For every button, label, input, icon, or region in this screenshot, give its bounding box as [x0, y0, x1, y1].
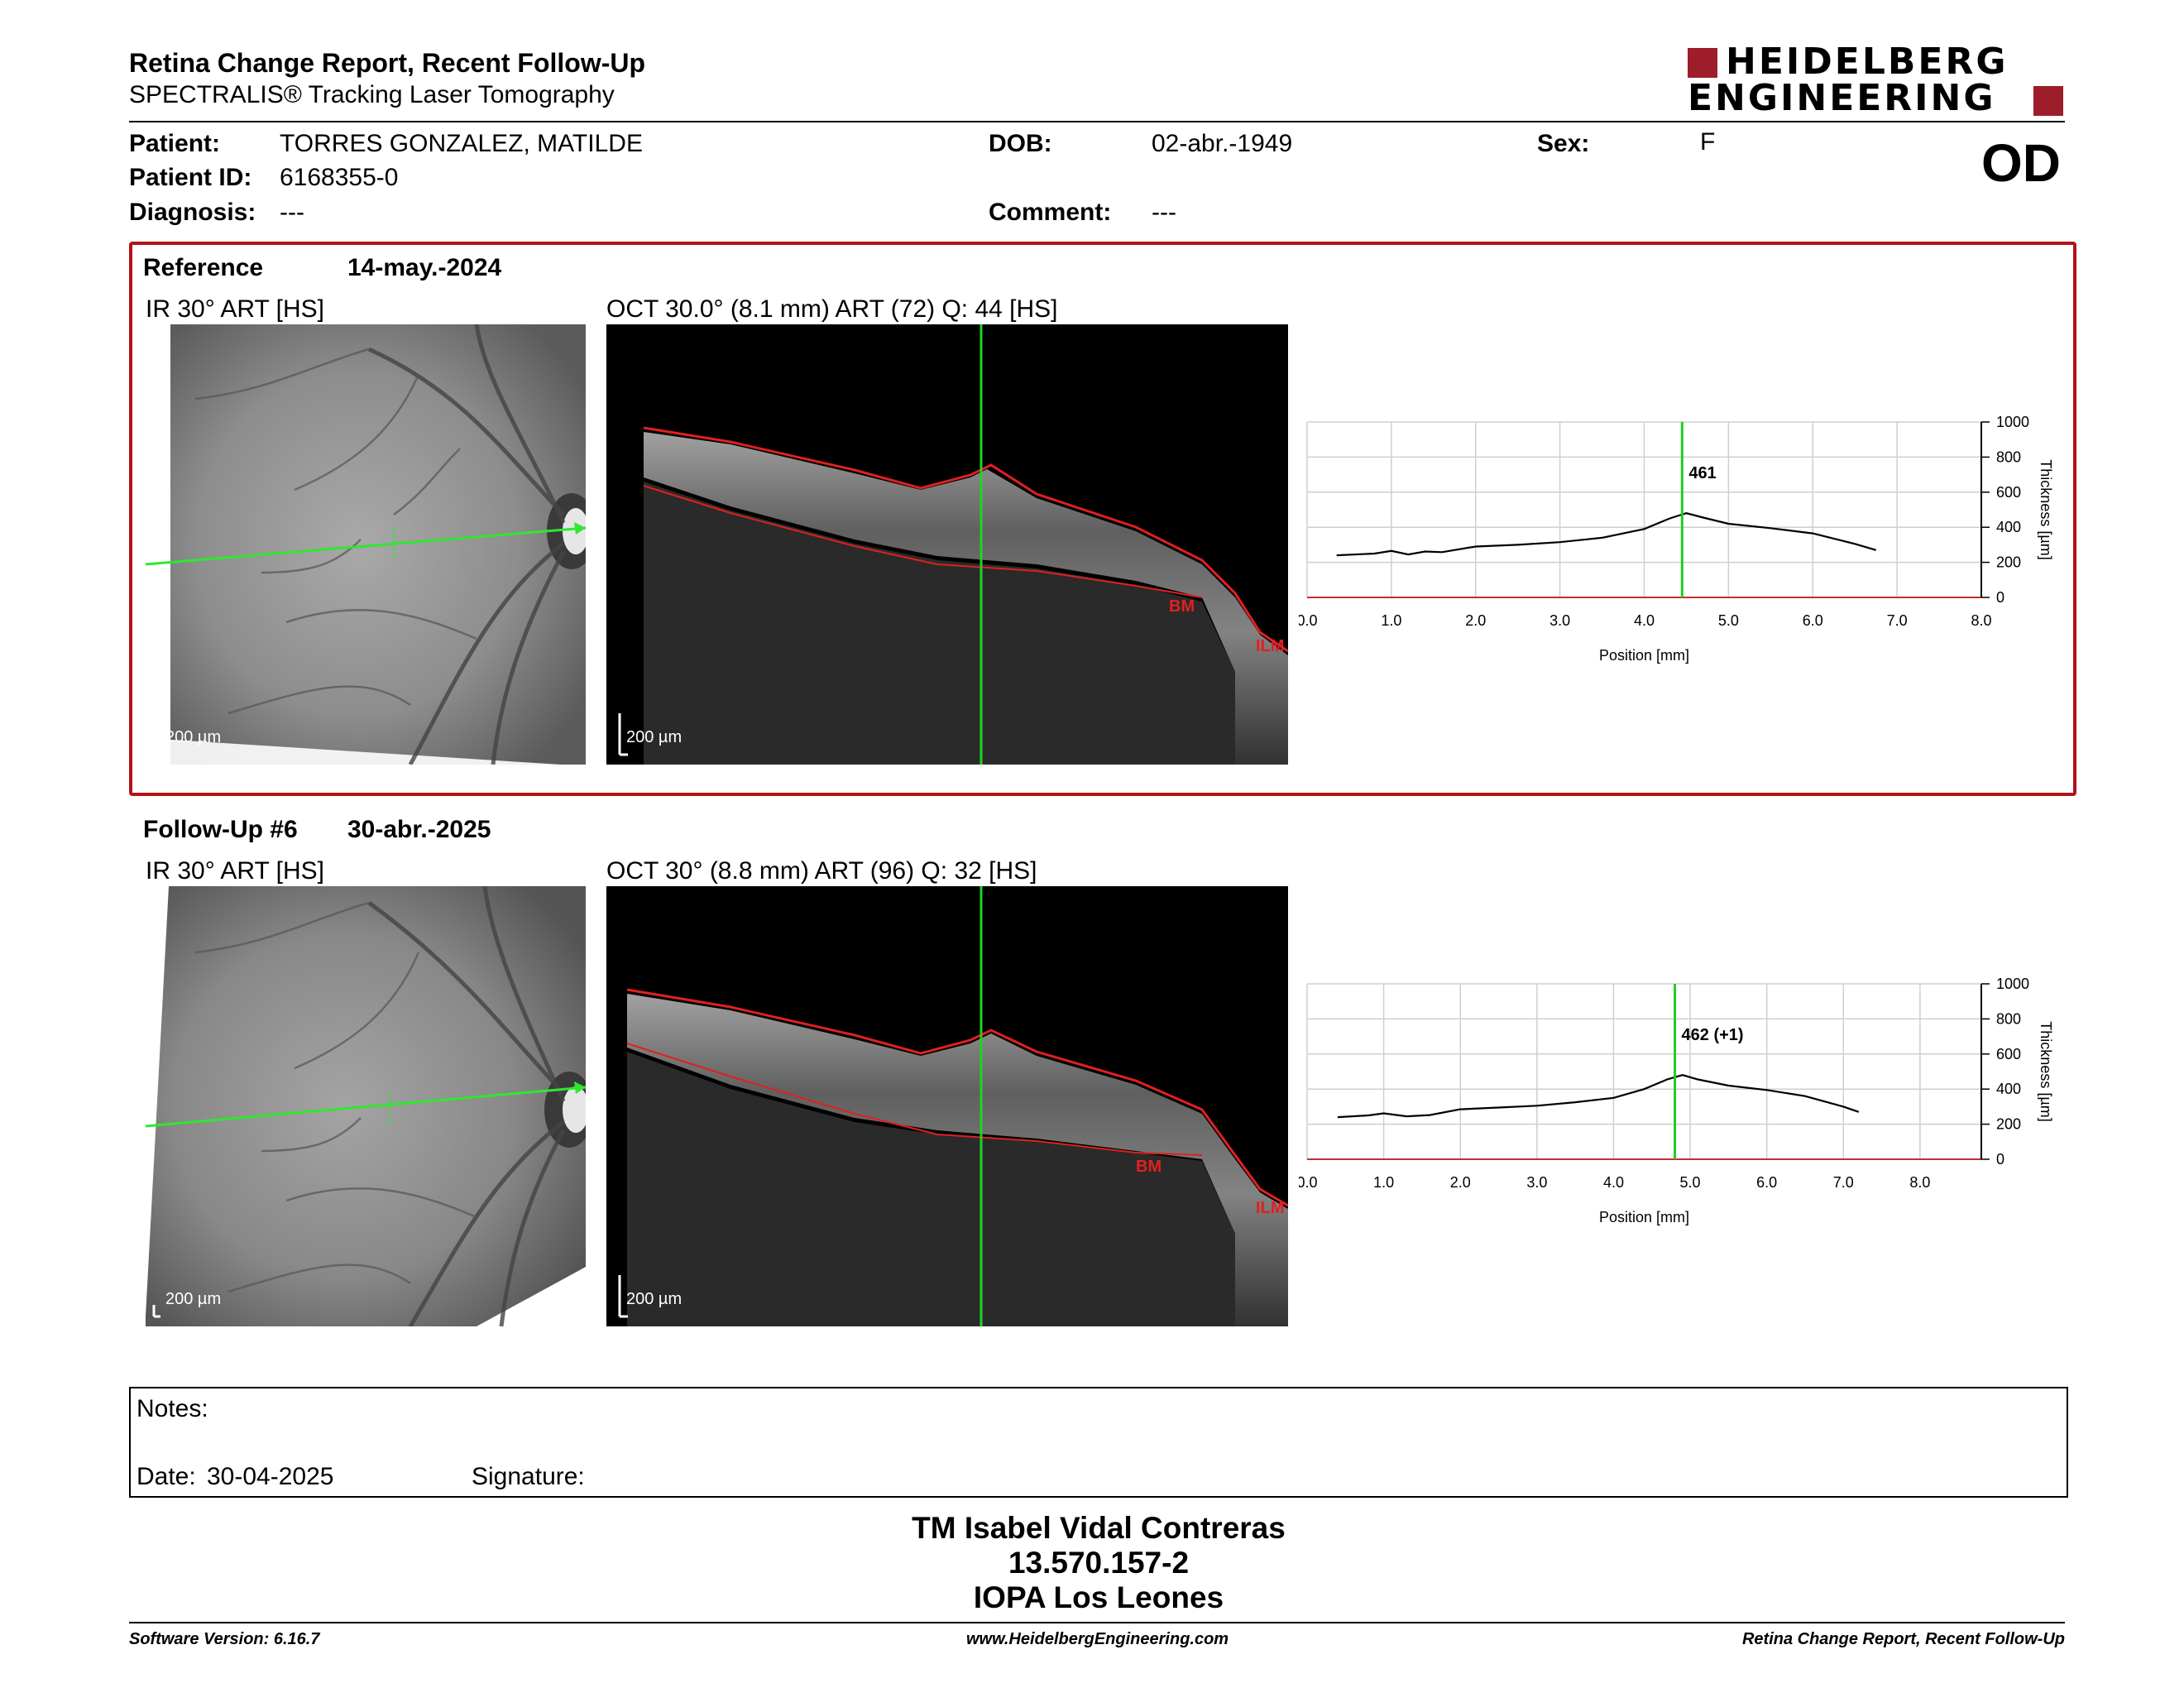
reference-chart-x-axis-label: Position [mm] — [1599, 647, 1689, 664]
followup-chart-xtick-label: 4.0 — [1603, 1174, 1624, 1191]
reference-chart-xtick-label: 8.0 — [1971, 612, 1991, 629]
followup-oct-scale: 200 µm — [626, 1290, 682, 1308]
diagnosis-label: Diagnosis: — [129, 199, 256, 226]
followup-ir-scale: 200 µm — [165, 1290, 222, 1308]
reference-chart-xtick-label: 6.0 — [1803, 612, 1823, 629]
reference-chart-marker-value: 461 — [1688, 464, 1716, 482]
reference-chart-ytick-label: 400 — [1996, 519, 2021, 535]
sex-label: Sex: — [1537, 130, 1590, 157]
logo-line1: HEIDELBERG — [1726, 41, 2009, 83]
reference-date: 14-may.-2024 — [347, 254, 502, 281]
footer-divider — [129, 1622, 2065, 1623]
footer-report-name: Retina Change Report, Recent Follow-Up — [1741, 1630, 2065, 1648]
reference-chart-xtick-label: 5.0 — [1718, 612, 1739, 629]
followup-chart-marker-value: 462 (+1) — [1682, 1026, 1744, 1044]
followup-bm-label: BM — [1136, 1158, 1162, 1176]
patient-name-label: Patient: — [129, 130, 221, 157]
followup-chart-xtick-label: 8.0 — [1909, 1174, 1930, 1191]
reference-chart-xtick-label: 4.0 — [1634, 612, 1655, 629]
followup-chart-ytick-label: 600 — [1996, 1046, 2021, 1062]
reference-section — [129, 242, 2076, 796]
report-title: Retina Change Report, Recent Follow-Up — [129, 48, 646, 78]
reference-bm-label: BM — [1169, 597, 1195, 616]
followup-chart-ytick-label: 400 — [1996, 1081, 2021, 1097]
followup-chart-xtick-label: 7.0 — [1833, 1174, 1854, 1191]
followup-chart-thickness-line — [1337, 1074, 1860, 1119]
followup-chart-xtick-label: 2.0 — [1450, 1174, 1471, 1191]
followup-chart-ytick-label: 1000 — [1996, 976, 2029, 992]
diagnosis-value: --- — [280, 199, 304, 226]
reference-oct-scale: 200 µm — [626, 728, 682, 746]
reference-ir-image: 200 µm — [146, 324, 586, 765]
followup-chart-xtick-label: 3.0 — [1526, 1174, 1547, 1191]
followup-chart-xtick-label: 0.0 — [1299, 1174, 1318, 1191]
signer-id: 13.570.157-2 — [1008, 1546, 1190, 1580]
reference-chart-thickness-line — [1336, 512, 1877, 557]
reference-chart-ytick-label: 600 — [1996, 484, 2021, 501]
followup-chart-xtick-label: 6.0 — [1756, 1174, 1777, 1191]
header-divider — [129, 121, 2065, 122]
logo-line2: ENGINEERING — [1688, 77, 1996, 119]
followup-label: Follow-Up #6 — [143, 816, 298, 843]
eye-indicator: OD — [1981, 133, 2061, 193]
reference-chart-ytick-label: 1000 — [1996, 414, 2029, 430]
patient-name: TORRES GONZALEZ, MATILDE — [280, 130, 643, 157]
reference-ir-scale: 200 µm — [165, 728, 222, 746]
signer-name: TM Isabel Vidal Contreras — [912, 1511, 1286, 1545]
signature-label: Signature: — [472, 1463, 585, 1490]
footer-website[interactable]: www.HeidelbergEngineering.com — [966, 1630, 1229, 1648]
followup-ilm-label: ILM — [1256, 1199, 1285, 1217]
comment-label: Comment: — [989, 199, 1112, 226]
reference-thickness-chart: 0.0 1.0 2.0 3.0 4.0 5.0 6.0 7.0 8.0 0 200 400 600 800… — [1299, 414, 2054, 664]
signer-institution: IOPA Los Leones — [973, 1580, 1224, 1614]
followup-thickness-chart: 0.0 1.0 2.0 3.0 4.0 5.0 6.0 7.0 8.0 0 200 400 600 800… — [1299, 976, 2054, 1225]
reference-chart-xtick-label: 1.0 — [1381, 612, 1401, 629]
report-subtitle: SPECTRALIS® Tracking Laser Tomography — [129, 81, 615, 108]
followup-ir-title: IR 30° ART [HS] — [146, 857, 324, 885]
reference-label: Reference — [143, 254, 264, 281]
reference-chart-ytick-label: 800 — [1996, 448, 2021, 465]
reference-chart-ytick-label: 200 — [1996, 554, 2021, 571]
followup-date: 30-abr.-2025 — [347, 816, 491, 843]
dob-value: 02-abr.-1949 — [1152, 130, 1293, 157]
followup-chart-ytick-label: 0 — [1996, 1151, 2004, 1168]
reference-oct-title: OCT 30.0° (8.1 mm) ART (72) Q: 44 [HS] — [606, 295, 1058, 323]
date-value: 30-04-2025 — [207, 1463, 334, 1490]
followup-chart-ytick-label: 800 — [1996, 1010, 2021, 1027]
reference-ilm-label: ILM — [1256, 637, 1285, 655]
heidelberg-logo: HEIDELBERG ENGINEERING — [1688, 41, 2068, 119]
followup-oct-image: BM ILM 200 µm — [606, 886, 1288, 1326]
reference-chart-xtick-label: 2.0 — [1465, 612, 1486, 629]
reference-chart-xtick-label: 0.0 — [1299, 612, 1318, 629]
patient-id-label: Patient ID: — [129, 164, 252, 191]
reference-ir-title: IR 30° ART [HS] — [146, 295, 324, 323]
footer-software-version: Software Version: 6.16.7 — [129, 1630, 320, 1648]
reference-chart-ytick-label: 0 — [1996, 589, 2004, 606]
followup-chart-xtick-label: 1.0 — [1373, 1174, 1394, 1191]
followup-chart-y-axis-label: Thickness [µm] — [2038, 1021, 2054, 1121]
date-label: Date: — [136, 1463, 196, 1490]
followup-chart-x-axis-label: Position [mm] — [1599, 1209, 1689, 1225]
reference-chart-xtick-label: 7.0 — [1887, 612, 1908, 629]
patient-id: 6168355-0 — [280, 164, 399, 191]
reference-chart-y-axis-label: Thickness [µm] — [2038, 459, 2054, 559]
comment-value: --- — [1152, 199, 1176, 226]
reference-chart-xtick-label: 3.0 — [1549, 612, 1570, 629]
dob-label: DOB: — [989, 130, 1052, 157]
followup-oct-title: OCT 30° (8.8 mm) ART (96) Q: 32 [HS] — [606, 857, 1037, 885]
notes-label: Notes: — [136, 1395, 208, 1422]
sex-value: F — [1700, 128, 1716, 156]
followup-chart-ytick-label: 200 — [1996, 1116, 2021, 1133]
followup-chart-xtick-label: 5.0 — [1680, 1174, 1701, 1191]
followup-ir-image: 200 µm — [146, 886, 586, 1326]
notes-box: Notes: Date: 30-04-2025 Signature: — [129, 1387, 2068, 1498]
reference-oct-image: BM ILM 200 µm — [606, 324, 1288, 765]
